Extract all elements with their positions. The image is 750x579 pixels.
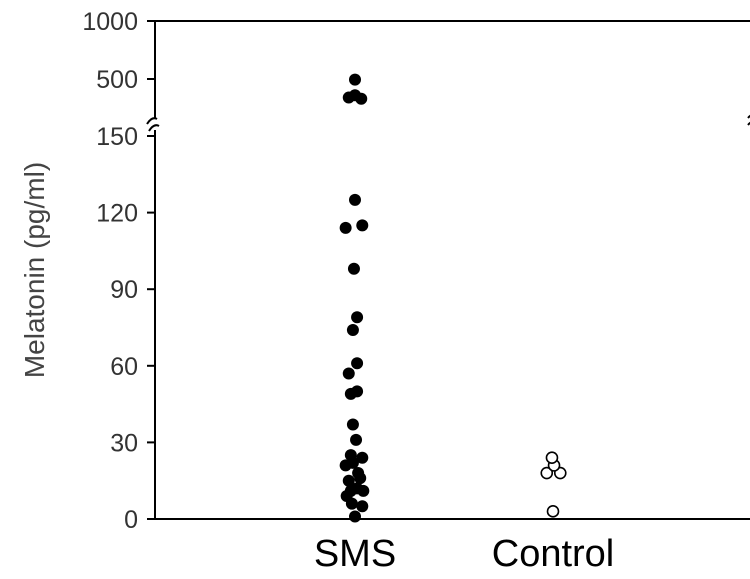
- point-sms-18: [342, 367, 355, 380]
- point-sms-15: [346, 418, 359, 431]
- point-sms-23: [339, 221, 352, 234]
- point-sms-20: [346, 324, 359, 337]
- point-sms-17: [351, 385, 364, 398]
- point-sms-2: [356, 500, 369, 513]
- y-tick-label-30: 30: [110, 429, 138, 457]
- point-control-0: [546, 505, 560, 518]
- point-sms-7: [342, 474, 355, 487]
- y-axis-title: Melatonin (pg/ml): [19, 162, 50, 378]
- y-axis-break-mark: [146, 117, 160, 132]
- point-sms-22: [347, 262, 360, 275]
- point-sms-25: [349, 193, 361, 206]
- y-tick-label-120: 120: [96, 200, 138, 228]
- point-sms-19: [351, 357, 364, 370]
- y-tick-label-60: 60: [110, 353, 138, 381]
- category-label-control: Control: [492, 533, 615, 575]
- point-control-4: [545, 451, 559, 465]
- category-labels: SMS Control: [314, 533, 614, 575]
- data-points: [339, 73, 567, 523]
- point-sms-14: [350, 433, 363, 446]
- y-tick-label-500: 500: [96, 66, 138, 94]
- point-sms-28: [355, 92, 368, 105]
- point-sms-13: [344, 449, 357, 462]
- y-ticks: [147, 20, 155, 520]
- y-tick-label-1000: 1000: [82, 8, 138, 36]
- y-tick-label-0: 0: [124, 506, 138, 534]
- axes: [146, 20, 750, 520]
- point-sms-9: [352, 467, 365, 480]
- y-tick-labels: 0 30 60 90 120 150 500 1000: [82, 8, 138, 534]
- point-control-1: [540, 466, 554, 480]
- point-sms-29: [349, 73, 361, 86]
- point-sms-24: [356, 219, 369, 232]
- right-axis-break-mark: [747, 114, 750, 126]
- y-tick-label-150: 150: [96, 123, 138, 151]
- point-sms-6: [357, 484, 370, 497]
- point-sms-12: [356, 451, 369, 464]
- category-label-sms: SMS: [314, 533, 396, 575]
- y-tick-label-90: 90: [110, 276, 138, 304]
- point-sms-0: [349, 510, 361, 523]
- point-sms-21: [351, 311, 364, 324]
